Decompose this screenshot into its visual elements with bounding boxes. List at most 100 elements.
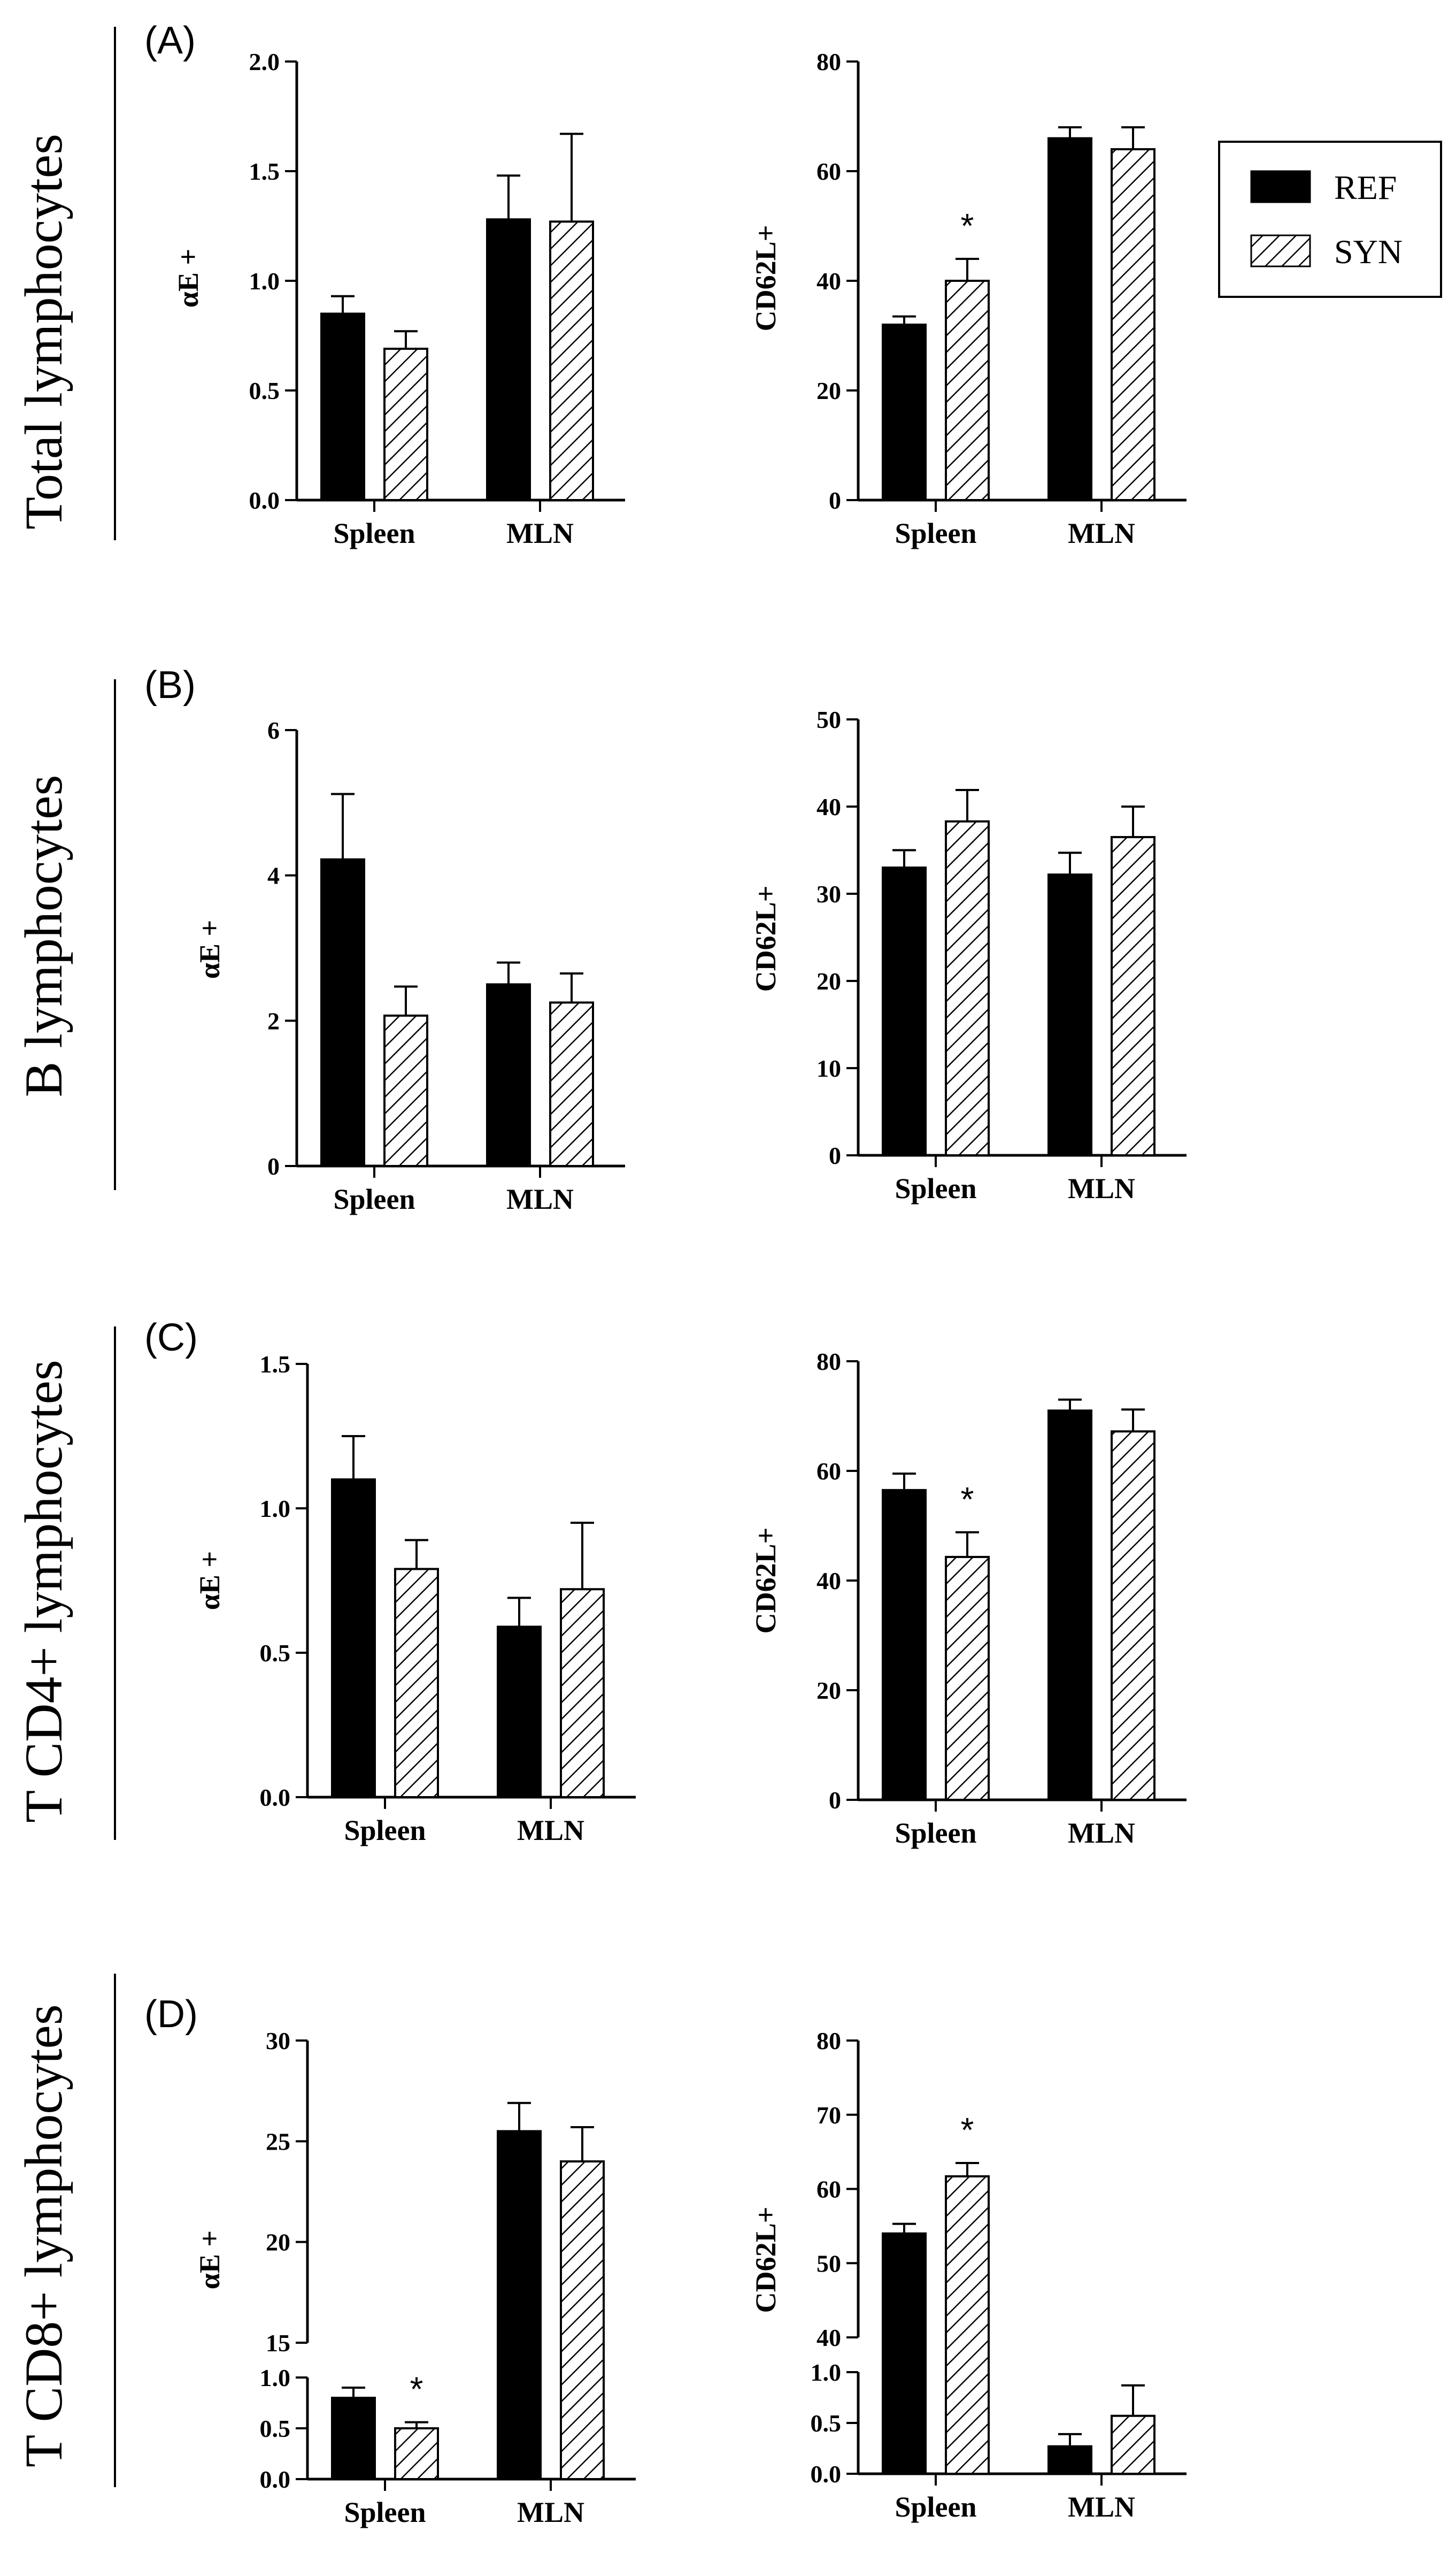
y-tick-label: 1.0 (260, 2364, 291, 2391)
y-tick-label: 2 (267, 1007, 280, 1034)
panel-label-d: (D) (144, 1993, 198, 2036)
y-axis-label: αE + (172, 249, 204, 308)
legend-label-ref: REF (1334, 168, 1397, 206)
bar-ref-mln (1047, 137, 1092, 501)
bar-ref-spleen (882, 324, 927, 501)
chart-b-alphaE: 0 2 4 6 αE + Spleen MLN (194, 717, 625, 1215)
y-tick-label: 1.0 (249, 267, 280, 295)
bar-syn-spleen (394, 2427, 439, 2480)
row-label-b: B lymphocytes (14, 679, 116, 1190)
legend: REF SYN (1218, 141, 1442, 298)
y-tick-label: 50 (816, 2250, 841, 2277)
row-label-text: T CD4+ lymphocytes (14, 1360, 73, 1823)
chart-a-cd62l: 0 20 40 60 80 CD62L+ Spleen MLN * (750, 48, 1187, 549)
y-axis-label: CD62L+ (750, 2207, 782, 2313)
y-tick-label: 1.5 (260, 1351, 291, 1378)
bar-syn-spleen (945, 820, 990, 1156)
bar-syn-spleen (383, 348, 428, 501)
y-tick-label: 80 (816, 1348, 841, 1375)
row-label-text: Total lymphocytes (14, 134, 73, 530)
y-tick-label: 1.5 (249, 158, 280, 185)
chart-d-alphaE: 0.0 0.5 1.0 15 20 25 30 αE + Spleen MLN * (194, 2027, 636, 2528)
x-category-label: MLN (506, 1183, 574, 1215)
y-tick-label: 0.5 (811, 2410, 842, 2437)
y-tick-label: 70 (816, 2102, 841, 2129)
y-tick-label: 30 (266, 2027, 290, 2054)
x-category-label: Spleen (895, 517, 976, 549)
bar-syn-spleen (394, 1568, 439, 1798)
bar-ref-mln (497, 2130, 542, 2480)
bar-ref-spleen (331, 2397, 376, 2480)
y-tick-label: 0.5 (249, 377, 280, 404)
bar-syn-spleen (945, 280, 990, 501)
chart-b-cd62l: 0 10 20 30 40 50 CD62L+ Spleen MLN (750, 706, 1187, 1205)
y-tick-label: 0.0 (249, 487, 280, 514)
significance-marker: * (961, 2111, 974, 2149)
x-category-label: Spleen (895, 1172, 976, 1205)
y-tick-label: 0 (829, 487, 841, 514)
y-axis-label: αE + (194, 920, 226, 979)
x-category-label: MLN (517, 1814, 584, 1846)
bar-syn-mln (1111, 1430, 1155, 1801)
x-category-label: MLN (1068, 1172, 1135, 1205)
bar-syn-spleen (945, 1555, 990, 1801)
y-tick-label: 60 (816, 2176, 841, 2203)
y-axis-label: αE + (194, 1551, 226, 1610)
x-category-label: MLN (517, 2496, 584, 2528)
bar-ref-mln (486, 218, 531, 501)
x-category-label: Spleen (344, 1814, 426, 1846)
bar-ref-spleen (882, 866, 927, 1156)
bar-syn-mln (560, 1588, 605, 1798)
y-tick-label: 80 (816, 2027, 841, 2054)
x-category-label: Spleen (344, 2496, 426, 2528)
bar-syn-mln (549, 220, 594, 501)
y-tick-label: 0 (829, 1786, 841, 1814)
chart-c-cd62l: 0 20 40 60 80 CD62L+ Spleen MLN * (750, 1348, 1187, 1849)
y-tick-label: 30 (816, 880, 841, 908)
y-tick-label: 60 (816, 158, 841, 185)
chart-c-alphaE: 0.0 0.5 1.0 1.5 αE + Spleen MLN (194, 1351, 636, 1846)
row-label-d: T CD8+ lymphocytes (14, 1974, 116, 2487)
y-tick-label: 40 (816, 267, 841, 295)
x-category-label: MLN (506, 517, 574, 549)
x-category-label: MLN (1068, 517, 1135, 549)
y-tick-label: 20 (816, 1677, 841, 1704)
bar-syn-mln (1111, 836, 1155, 1157)
x-category-label: Spleen (333, 517, 415, 549)
panel-label-b: (B) (144, 664, 196, 707)
y-tick-label: 0 (829, 1142, 841, 1169)
bar-syn-mln (549, 1001, 594, 1167)
y-tick-label: 50 (816, 706, 841, 733)
chart-d-cd62l: 0.0 0.5 1.0 40 50 60 70 80 CD62L+ Spleen MLN * (750, 2027, 1187, 2523)
y-tick-label: 20 (816, 968, 841, 995)
y-tick-label: 80 (816, 48, 841, 75)
x-category-label: Spleen (895, 1817, 976, 1849)
y-axis-label: CD62L+ (750, 1528, 782, 1634)
y-tick-label: 2.0 (249, 48, 280, 75)
bar-syn-mln (1111, 148, 1155, 501)
bar-ref-spleen (320, 312, 365, 501)
significance-marker: * (961, 1480, 974, 1518)
row-label-text: B lymphocytes (14, 775, 73, 1098)
x-category-label: Spleen (333, 1183, 415, 1215)
y-tick-label: 0 (267, 1153, 280, 1180)
y-tick-label: 0.5 (260, 2415, 291, 2442)
bar-ref-mln (1047, 1409, 1092, 1801)
bar-syn-mln (560, 2160, 605, 2480)
y-tick-label: 10 (816, 1055, 841, 1082)
chart-a-alphaE: 0.0 0.5 1.0 1.5 2.0 αE + Spleen MLN (172, 48, 625, 549)
y-tick-label: 40 (816, 2324, 841, 2351)
bar-ref-mln (497, 1625, 542, 1798)
x-category-label: Spleen (895, 2491, 976, 2523)
bar-syn-mln (1111, 2414, 1155, 2475)
y-tick-label: 0.5 (260, 1639, 291, 1667)
panel-label-c: (C) (144, 1316, 198, 1359)
y-tick-label: 0.0 (260, 1784, 291, 1811)
x-category-label: MLN (1068, 1817, 1135, 1849)
y-tick-label: 1.0 (260, 1495, 291, 1522)
y-tick-label: 20 (816, 377, 841, 404)
y-tick-label: 4 (267, 862, 280, 889)
legend-label-syn: SYN (1334, 233, 1403, 271)
y-tick-label: 1.0 (811, 2359, 842, 2386)
